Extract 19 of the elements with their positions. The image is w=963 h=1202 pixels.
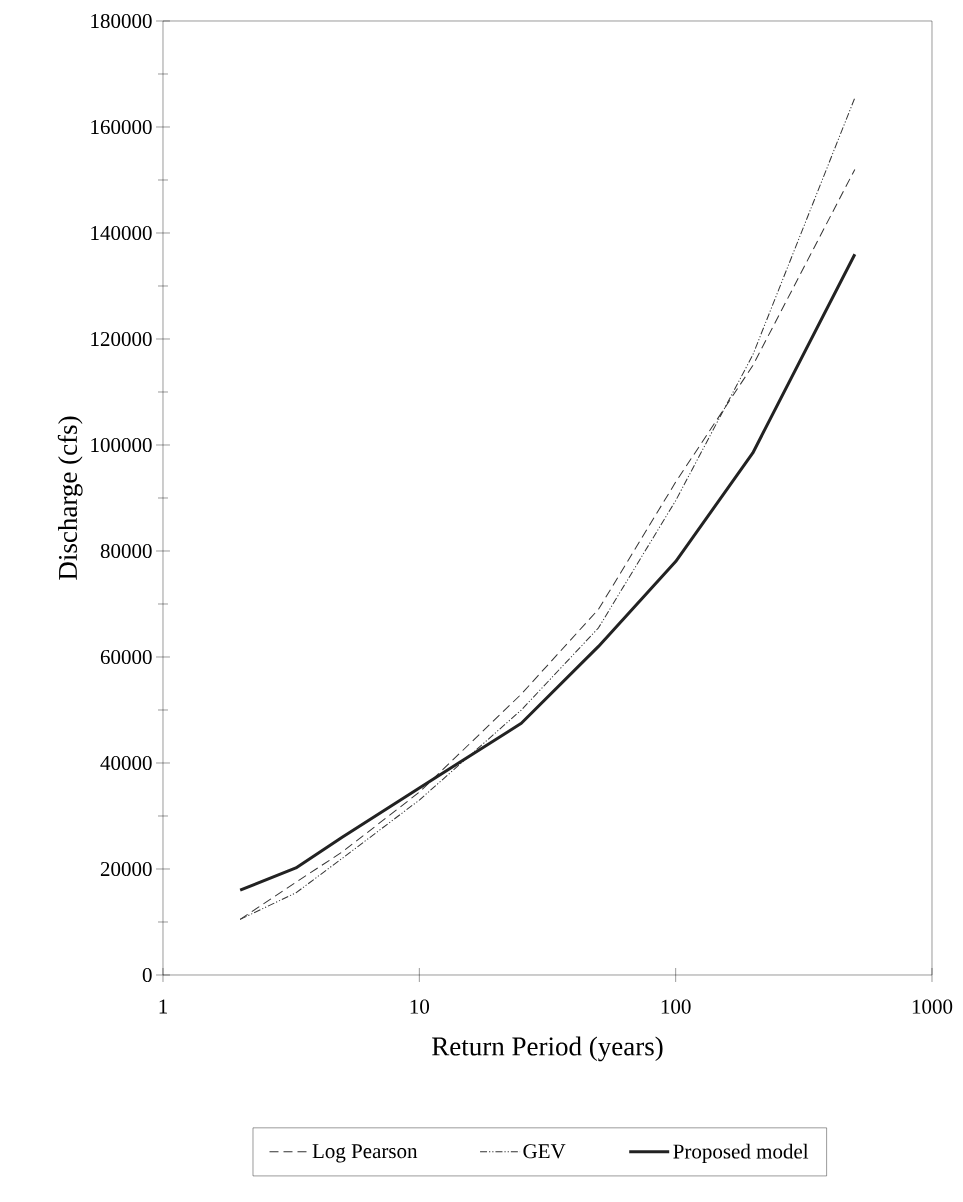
x-tick-label: 100 [661, 999, 691, 1014]
y-tick-label: 180000 [91, 13, 152, 29]
x-tick-label: 10 [410, 999, 430, 1014]
y-tick-label: 160000 [91, 119, 152, 135]
x-axis-title: Return Period (years) [432, 1036, 663, 1062]
legend-label: Log Pearson [312, 1144, 418, 1163]
legend-label: Proposed model [673, 1143, 809, 1163]
y-tick-label: 100000 [91, 437, 152, 453]
x-tick-label: 1000 [912, 999, 953, 1014]
y-tick-label: 20000 [100, 861, 152, 877]
legend-label: GEV [523, 1144, 566, 1159]
y-tick-label: 140000 [91, 225, 152, 241]
y-tick-label: 60000 [100, 649, 152, 665]
y-tick-label: 0 [142, 967, 152, 983]
y-tick-label: 120000 [91, 331, 152, 347]
y-tick-label: 40000 [100, 755, 152, 771]
y-axis-title: Discharge (cfs) [57, 416, 83, 580]
y-tick-label: 80000 [100, 543, 152, 559]
x-tick-label: 1 [159, 999, 167, 1014]
